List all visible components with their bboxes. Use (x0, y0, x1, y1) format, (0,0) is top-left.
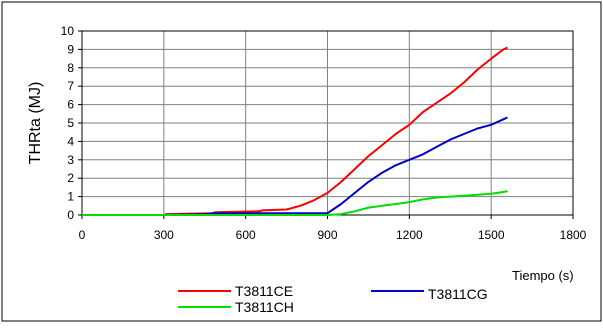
y-tick-label: 5 (67, 116, 74, 130)
x-tick-label: 300 (154, 228, 174, 242)
series-line-t3811ch (82, 190, 508, 216)
x-tick-label: 1200 (396, 228, 423, 242)
x-tick-label: 600 (236, 228, 256, 242)
legend-label-t3811ch: T3811CH (235, 299, 294, 315)
y-tick-label: 4 (67, 134, 74, 148)
y-tick-label: 8 (67, 61, 74, 75)
plot-area: 0 1 2 3 4 5 6 7 8 9 10 0 300 600 900 1200 1500 1800 (61, 24, 587, 242)
y-tick-label: 0 (67, 208, 74, 222)
y-tick-label: 1 (67, 190, 74, 204)
y-tick-label: 2 (67, 171, 74, 185)
chart-border (1, 1, 602, 322)
x-tick-label: 900 (317, 228, 337, 242)
legend: T3811CE T3811CG T3811CH (178, 283, 488, 315)
y-tick-label: 6 (67, 98, 74, 112)
legend-label-t3811ce: T3811CE (235, 283, 293, 299)
y-tick-label: 10 (61, 24, 75, 38)
y-axis-label: THRta (MJ) (27, 82, 44, 165)
series-line-t3811cg (82, 116, 508, 216)
legend-label-t3811cg: T3811CG (428, 286, 488, 302)
y-tick-label: 7 (67, 79, 74, 93)
x-tick-label: 0 (79, 228, 86, 242)
y-tick-label: 9 (67, 42, 74, 56)
y-tick-label: 3 (67, 153, 74, 167)
x-tick-label: 1800 (560, 228, 587, 242)
x-tick-label: 1500 (478, 228, 505, 242)
x-axis-label: Tiempo (s) (512, 268, 574, 283)
